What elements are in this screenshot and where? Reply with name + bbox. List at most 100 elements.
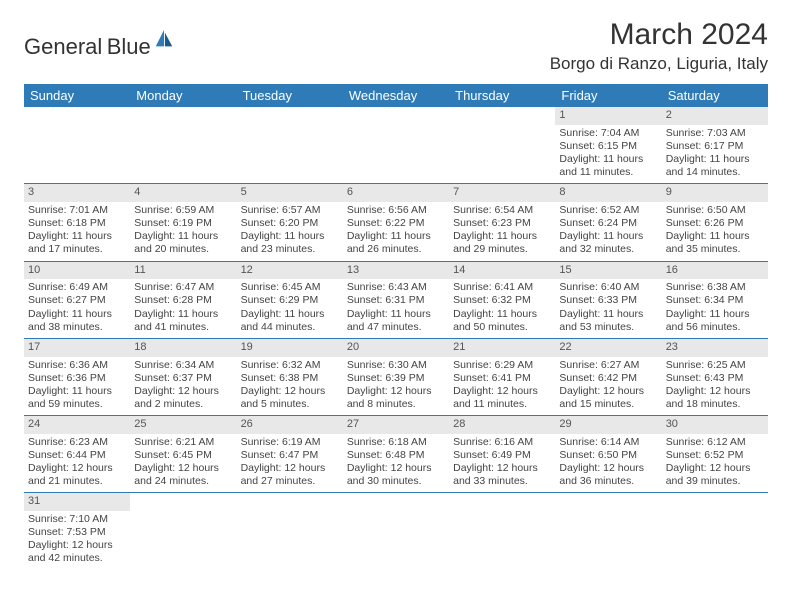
daylight-line: Daylight: 12 hours and 39 minutes. <box>666 462 764 488</box>
daylight-line: Daylight: 12 hours and 30 minutes. <box>347 462 445 488</box>
day-number: 16 <box>662 262 768 280</box>
day-number: 4 <box>130 184 236 202</box>
sunset-line: Sunset: 6:32 PM <box>453 294 551 307</box>
sunrise-line: Sunrise: 6:19 AM <box>241 436 339 449</box>
sunset-line: Sunset: 6:18 PM <box>28 217 126 230</box>
sunset-line: Sunset: 6:31 PM <box>347 294 445 307</box>
calendar-table: SundayMondayTuesdayWednesdayThursdayFrid… <box>24 84 768 570</box>
header: General Blue March 2024 Borgo di Ranzo, … <box>24 18 768 74</box>
sunset-line: Sunset: 6:17 PM <box>666 140 764 153</box>
day-number: 24 <box>24 416 130 434</box>
sunrise-line: Sunrise: 6:27 AM <box>559 359 657 372</box>
sail-icon <box>153 28 175 50</box>
sunset-line: Sunset: 6:50 PM <box>559 449 657 462</box>
sunrise-line: Sunrise: 6:47 AM <box>134 281 232 294</box>
calendar-cell: 16Sunrise: 6:38 AMSunset: 6:34 PMDayligh… <box>662 261 768 338</box>
sunrise-line: Sunrise: 6:14 AM <box>559 436 657 449</box>
calendar-cell: 3Sunrise: 7:01 AMSunset: 6:18 PMDaylight… <box>24 184 130 261</box>
sunrise-line: Sunrise: 6:25 AM <box>666 359 764 372</box>
day-number: 18 <box>130 339 236 357</box>
sunset-line: Sunset: 6:27 PM <box>28 294 126 307</box>
sunset-line: Sunset: 6:39 PM <box>347 372 445 385</box>
sunrise-line: Sunrise: 6:50 AM <box>666 204 764 217</box>
calendar-cell: 20Sunrise: 6:30 AMSunset: 6:39 PMDayligh… <box>343 338 449 415</box>
sunset-line: Sunset: 6:38 PM <box>241 372 339 385</box>
calendar-cell: 18Sunrise: 6:34 AMSunset: 6:37 PMDayligh… <box>130 338 236 415</box>
calendar-cell: 15Sunrise: 6:40 AMSunset: 6:33 PMDayligh… <box>555 261 661 338</box>
day-number: 7 <box>449 184 555 202</box>
sunset-line: Sunset: 6:15 PM <box>559 140 657 153</box>
sunrise-line: Sunrise: 7:01 AM <box>28 204 126 217</box>
sunset-line: Sunset: 6:26 PM <box>666 217 764 230</box>
day-number: 1 <box>555 107 661 125</box>
sunrise-line: Sunrise: 7:03 AM <box>666 127 764 140</box>
daylight-line: Daylight: 11 hours and 35 minutes. <box>666 230 764 256</box>
daylight-line: Daylight: 11 hours and 56 minutes. <box>666 308 764 334</box>
day-number: 17 <box>24 339 130 357</box>
calendar-cell: 6Sunrise: 6:56 AMSunset: 6:22 PMDaylight… <box>343 184 449 261</box>
calendar-cell: 25Sunrise: 6:21 AMSunset: 6:45 PMDayligh… <box>130 416 236 493</box>
sunset-line: Sunset: 6:44 PM <box>28 449 126 462</box>
calendar-cell <box>24 107 130 184</box>
daylight-line: Daylight: 12 hours and 2 minutes. <box>134 385 232 411</box>
calendar-cell: 23Sunrise: 6:25 AMSunset: 6:43 PMDayligh… <box>662 338 768 415</box>
day-header: Sunday <box>24 84 130 107</box>
daylight-line: Daylight: 11 hours and 59 minutes. <box>28 385 126 411</box>
day-number: 6 <box>343 184 449 202</box>
daylight-line: Daylight: 11 hours and 47 minutes. <box>347 308 445 334</box>
day-header: Thursday <box>449 84 555 107</box>
calendar-cell: 17Sunrise: 6:36 AMSunset: 6:36 PMDayligh… <box>24 338 130 415</box>
daylight-line: Daylight: 12 hours and 24 minutes. <box>134 462 232 488</box>
daylight-line: Daylight: 11 hours and 32 minutes. <box>559 230 657 256</box>
sunset-line: Sunset: 6:49 PM <box>453 449 551 462</box>
day-number: 23 <box>662 339 768 357</box>
daylight-line: Daylight: 11 hours and 44 minutes. <box>241 308 339 334</box>
daylight-line: Daylight: 11 hours and 53 minutes. <box>559 308 657 334</box>
day-header: Wednesday <box>343 84 449 107</box>
sunrise-line: Sunrise: 6:45 AM <box>241 281 339 294</box>
daylight-line: Daylight: 11 hours and 41 minutes. <box>134 308 232 334</box>
sunrise-line: Sunrise: 6:18 AM <box>347 436 445 449</box>
calendar-cell: 24Sunrise: 6:23 AMSunset: 6:44 PMDayligh… <box>24 416 130 493</box>
calendar-cell: 14Sunrise: 6:41 AMSunset: 6:32 PMDayligh… <box>449 261 555 338</box>
sunset-line: Sunset: 6:33 PM <box>559 294 657 307</box>
day-number: 22 <box>555 339 661 357</box>
day-number: 12 <box>237 262 343 280</box>
sunrise-line: Sunrise: 6:43 AM <box>347 281 445 294</box>
calendar-cell: 28Sunrise: 6:16 AMSunset: 6:49 PMDayligh… <box>449 416 555 493</box>
calendar-cell <box>449 107 555 184</box>
calendar-cell <box>130 493 236 570</box>
daylight-line: Daylight: 11 hours and 38 minutes. <box>28 308 126 334</box>
sunrise-line: Sunrise: 6:29 AM <box>453 359 551 372</box>
sunrise-line: Sunrise: 6:56 AM <box>347 204 445 217</box>
sunrise-line: Sunrise: 6:41 AM <box>453 281 551 294</box>
sunset-line: Sunset: 6:48 PM <box>347 449 445 462</box>
sunset-line: Sunset: 6:42 PM <box>559 372 657 385</box>
sunrise-line: Sunrise: 6:49 AM <box>28 281 126 294</box>
calendar-cell <box>449 493 555 570</box>
day-number: 19 <box>237 339 343 357</box>
day-number: 28 <box>449 416 555 434</box>
calendar-cell: 7Sunrise: 6:54 AMSunset: 6:23 PMDaylight… <box>449 184 555 261</box>
sunset-line: Sunset: 6:23 PM <box>453 217 551 230</box>
daylight-line: Daylight: 11 hours and 26 minutes. <box>347 230 445 256</box>
sunrise-line: Sunrise: 6:34 AM <box>134 359 232 372</box>
sunset-line: Sunset: 6:45 PM <box>134 449 232 462</box>
calendar-cell <box>662 493 768 570</box>
day-number: 8 <box>555 184 661 202</box>
day-number: 14 <box>449 262 555 280</box>
day-number: 26 <box>237 416 343 434</box>
daylight-line: Daylight: 12 hours and 21 minutes. <box>28 462 126 488</box>
day-number: 13 <box>343 262 449 280</box>
daylight-line: Daylight: 11 hours and 50 minutes. <box>453 308 551 334</box>
calendar-cell: 11Sunrise: 6:47 AMSunset: 6:28 PMDayligh… <box>130 261 236 338</box>
daylight-line: Daylight: 12 hours and 27 minutes. <box>241 462 339 488</box>
calendar-cell: 31Sunrise: 7:10 AMSunset: 7:53 PMDayligh… <box>24 493 130 570</box>
sunrise-line: Sunrise: 6:36 AM <box>28 359 126 372</box>
day-number: 29 <box>555 416 661 434</box>
day-number: 27 <box>343 416 449 434</box>
daylight-line: Daylight: 12 hours and 18 minutes. <box>666 385 764 411</box>
day-number: 11 <box>130 262 236 280</box>
sunset-line: Sunset: 6:41 PM <box>453 372 551 385</box>
calendar-cell: 29Sunrise: 6:14 AMSunset: 6:50 PMDayligh… <box>555 416 661 493</box>
